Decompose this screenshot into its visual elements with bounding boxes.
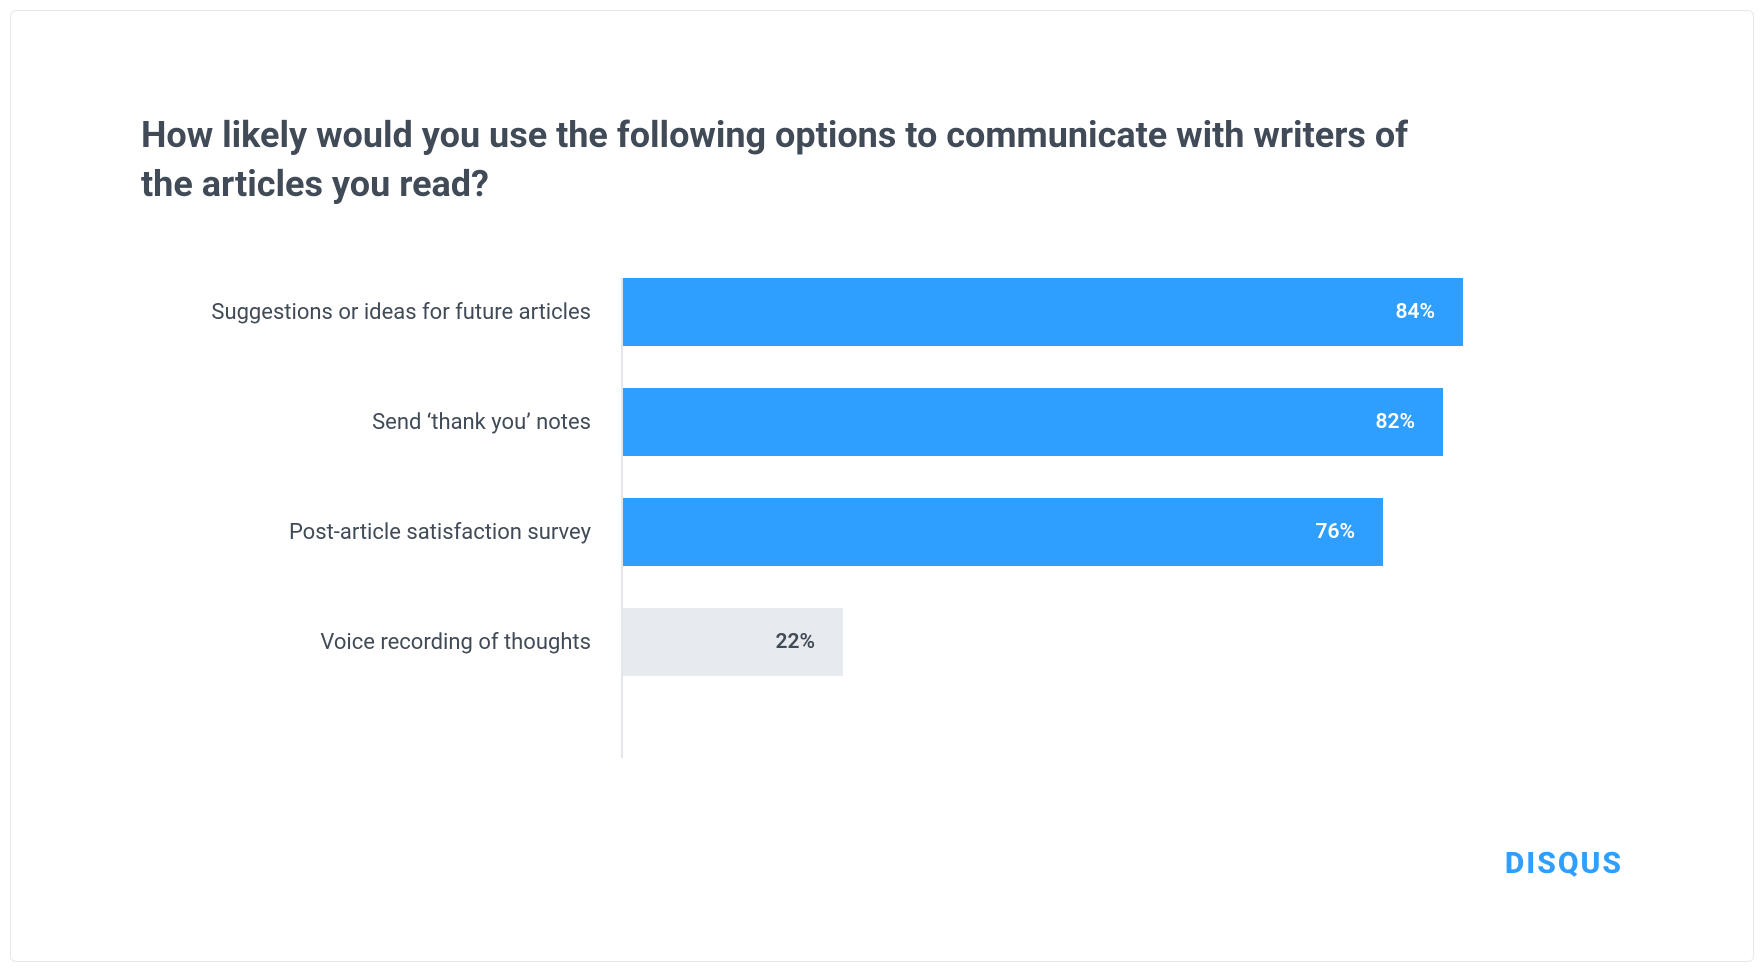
bar-label-row: Suggestions or ideas for future articles: [141, 278, 621, 346]
bar: 22%: [623, 608, 843, 676]
bar-label-row: Send ‘thank you’ notes: [141, 388, 621, 456]
bar-value: 82%: [1376, 410, 1416, 434]
bar-row: 82%: [623, 388, 1623, 456]
bar-label-row: Post-article satisfaction survey: [141, 498, 621, 566]
brand-logo: DISQUS: [1505, 846, 1623, 881]
bar-value: 76%: [1316, 520, 1356, 544]
chart-card: How likely would you use the following o…: [10, 10, 1754, 962]
bar: 84%: [623, 278, 1463, 346]
bar-label: Post-article satisfaction survey: [289, 520, 591, 545]
page-root: How likely would you use the following o…: [0, 0, 1764, 972]
bar-row: 76%: [623, 498, 1623, 566]
bars-area: 84% 82% 76% 22%: [621, 278, 1623, 758]
y-axis-labels: Suggestions or ideas for future articles…: [141, 278, 621, 758]
chart-title: How likely would you use the following o…: [141, 111, 1441, 208]
bar: 82%: [623, 388, 1443, 456]
bar: 76%: [623, 498, 1383, 566]
bar-label-row: Voice recording of thoughts: [141, 608, 621, 676]
chart-area: Suggestions or ideas for future articles…: [141, 278, 1623, 758]
bar-value: 84%: [1396, 300, 1436, 324]
bar-label: Suggestions or ideas for future articles: [211, 300, 591, 325]
bar-row: 22%: [623, 608, 1623, 676]
bar-value: 22%: [776, 630, 816, 654]
bar-label: Voice recording of thoughts: [320, 630, 591, 655]
bar-label: Send ‘thank you’ notes: [372, 410, 591, 435]
bar-row: 84%: [623, 278, 1623, 346]
